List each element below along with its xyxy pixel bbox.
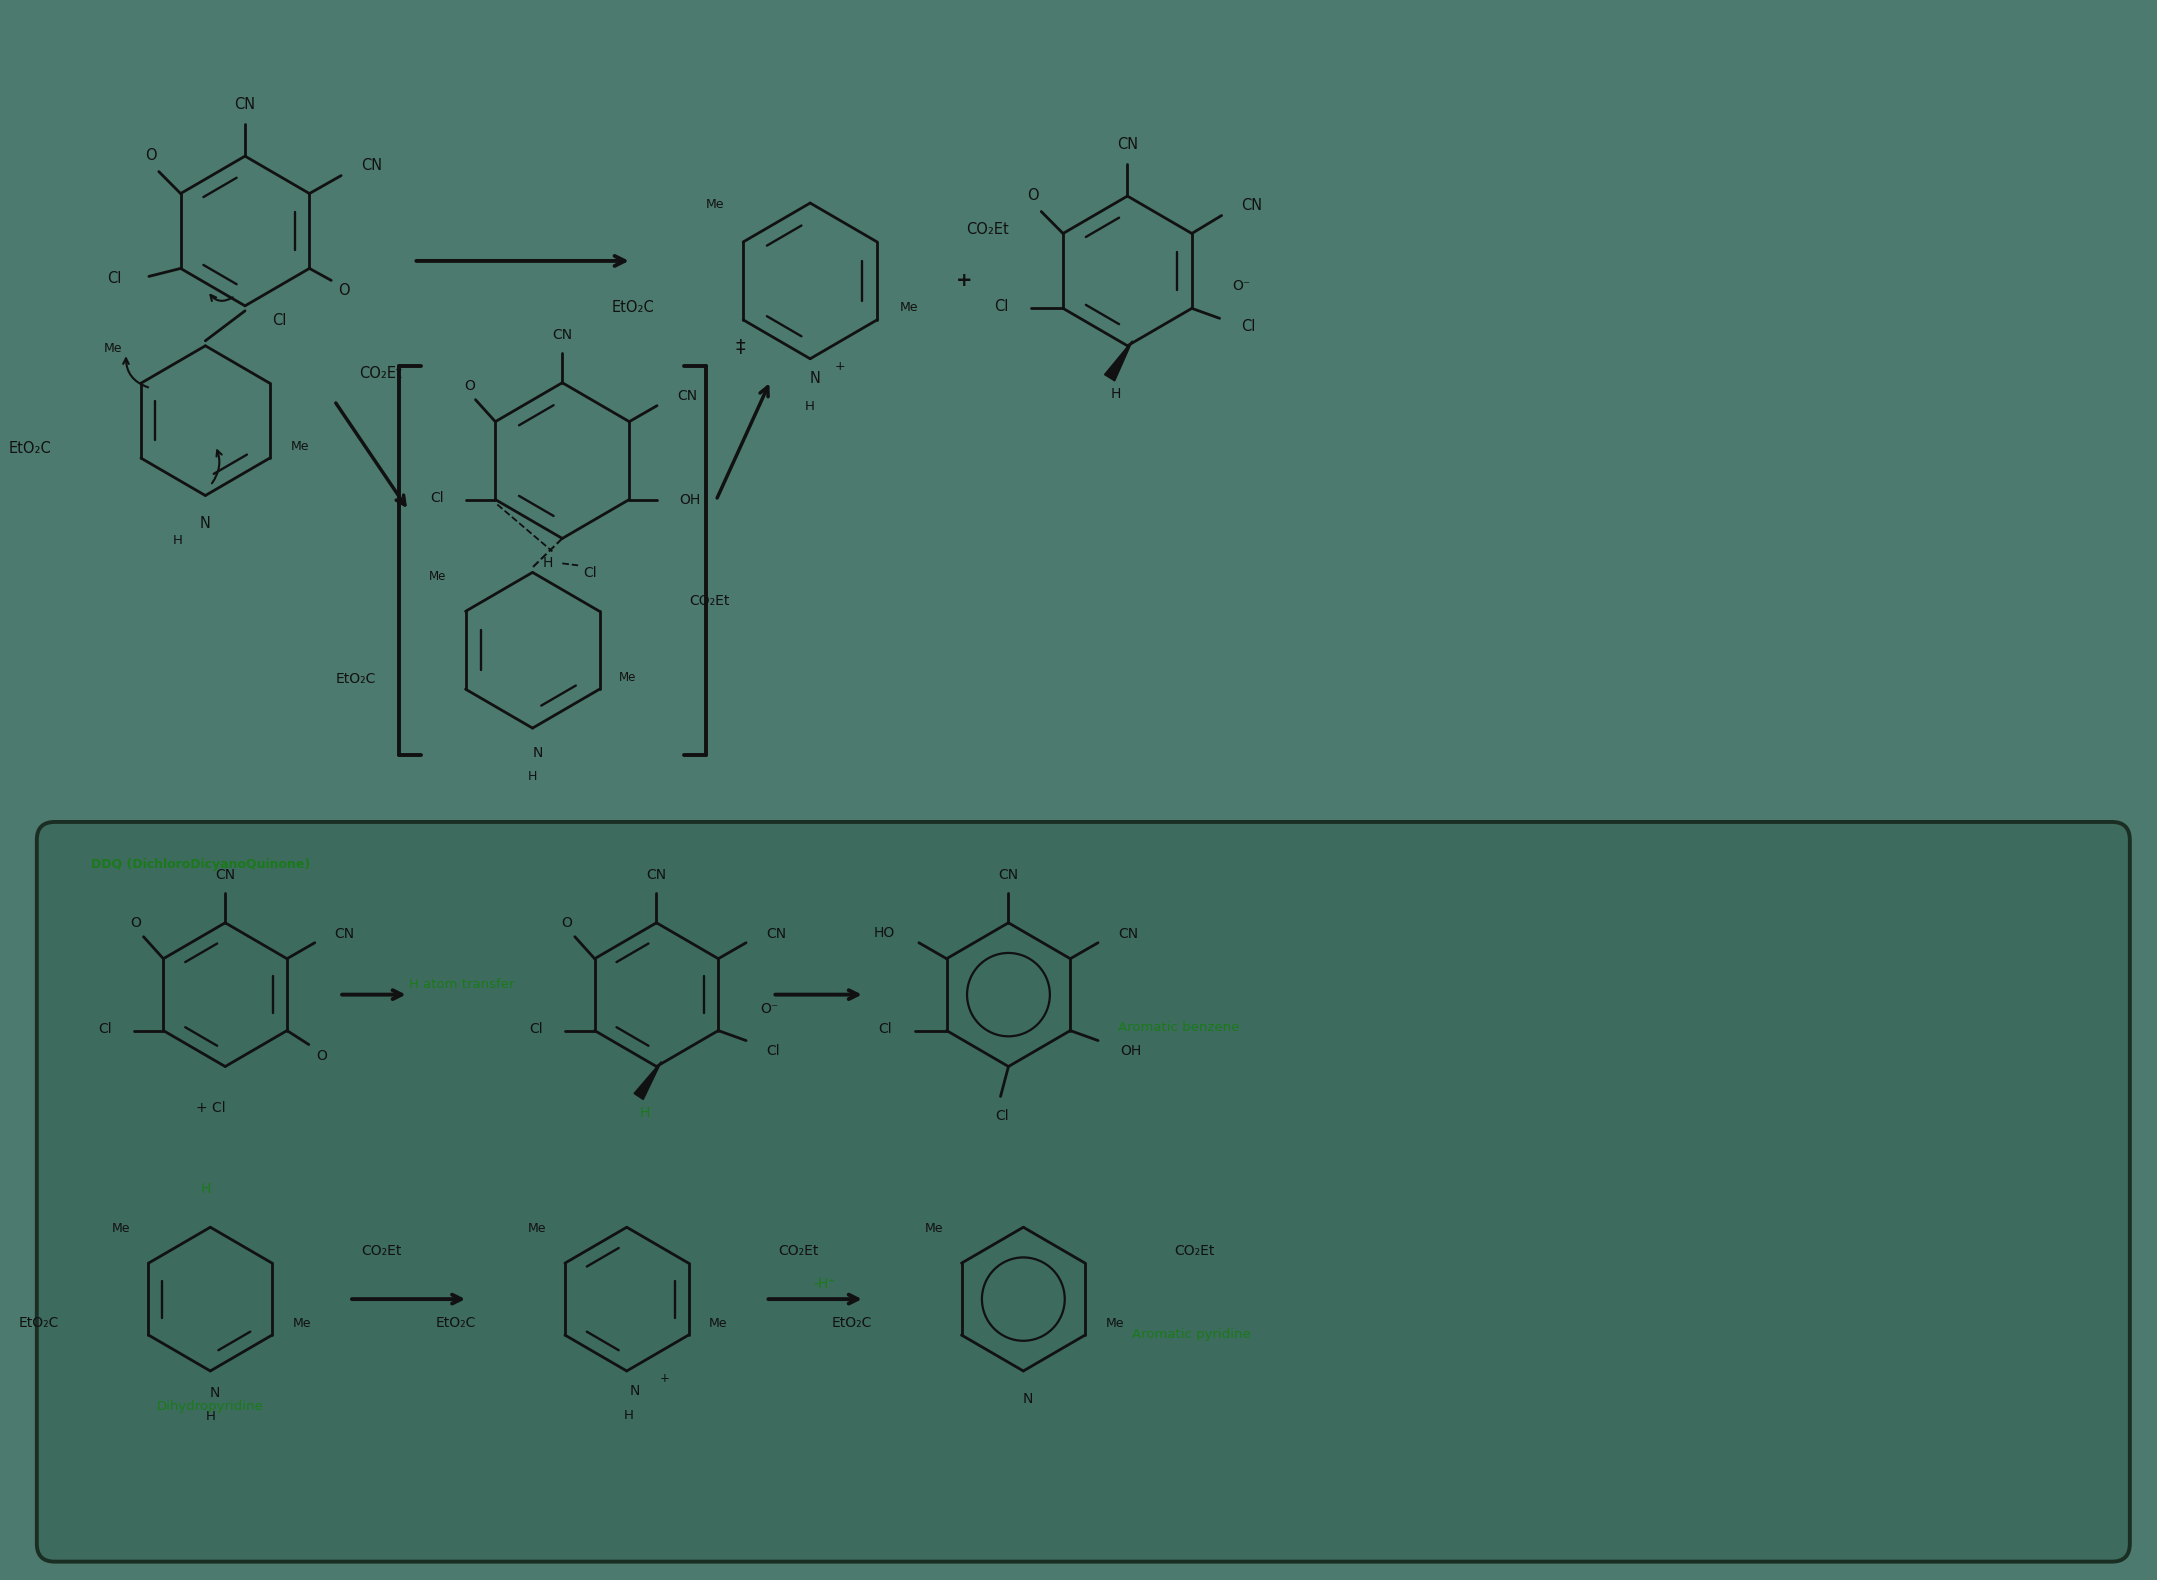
- Text: CN: CN: [334, 927, 354, 940]
- Text: Cl: Cl: [272, 313, 287, 329]
- Text: CN: CN: [235, 96, 255, 112]
- Text: N: N: [809, 371, 820, 386]
- Text: EtO₂C: EtO₂C: [9, 441, 52, 455]
- Text: Me: Me: [291, 439, 308, 452]
- Text: Cl: Cl: [766, 1043, 779, 1057]
- Text: Cl: Cl: [1242, 319, 1255, 333]
- Text: Me: Me: [528, 1221, 546, 1234]
- Text: O: O: [129, 916, 140, 929]
- Text: CN: CN: [1242, 198, 1262, 213]
- Text: Me: Me: [104, 341, 123, 356]
- Text: Cl: Cl: [878, 1022, 893, 1035]
- Text: H: H: [205, 1411, 216, 1424]
- Text: -H⁺: -H⁺: [813, 1277, 837, 1291]
- Text: O: O: [561, 916, 572, 929]
- Text: Me: Me: [899, 302, 919, 314]
- Text: EtO₂C: EtO₂C: [833, 1316, 871, 1330]
- Text: CO₂Et: CO₂Et: [779, 1243, 818, 1258]
- Text: Me: Me: [1107, 1316, 1124, 1329]
- Text: Cl: Cl: [429, 490, 444, 504]
- Text: CO₂Et: CO₂Et: [362, 1243, 401, 1258]
- Text: H: H: [1111, 387, 1122, 401]
- Text: EtO₂C: EtO₂C: [19, 1316, 58, 1330]
- Text: Me: Me: [925, 1221, 943, 1234]
- Text: DDQ (DichloroDicyanoQuinone): DDQ (DichloroDicyanoQuinone): [91, 858, 311, 871]
- Text: Aromatic pyridine: Aromatic pyridine: [1132, 1327, 1251, 1340]
- Text: CN: CN: [216, 867, 235, 882]
- Text: O: O: [464, 379, 475, 393]
- Text: O⁻: O⁻: [1232, 280, 1251, 294]
- Text: Me: Me: [705, 198, 725, 210]
- Text: Me: Me: [293, 1316, 311, 1329]
- Text: CN: CN: [647, 867, 667, 882]
- Text: H: H: [805, 400, 815, 414]
- Text: CN: CN: [360, 158, 382, 174]
- Text: +: +: [835, 360, 846, 373]
- Text: CN: CN: [1117, 136, 1139, 152]
- Text: +: +: [660, 1373, 669, 1386]
- Text: EtO₂C: EtO₂C: [610, 300, 654, 316]
- Text: +: +: [956, 272, 973, 291]
- Text: CN: CN: [552, 327, 572, 341]
- Text: CO₂Et: CO₂Et: [358, 365, 401, 381]
- Text: N: N: [209, 1386, 220, 1400]
- Text: H: H: [173, 534, 183, 547]
- Text: Cl: Cl: [528, 1022, 544, 1035]
- Text: N: N: [201, 517, 211, 531]
- Text: Cl: Cl: [106, 270, 121, 286]
- Text: Cl: Cl: [994, 299, 1009, 314]
- Text: Cl: Cl: [997, 1109, 1009, 1123]
- Text: H: H: [201, 1182, 211, 1196]
- FancyBboxPatch shape: [37, 822, 2129, 1561]
- Text: CO₂Et: CO₂Et: [1173, 1243, 1214, 1258]
- Text: OH: OH: [679, 493, 701, 507]
- Text: CO₂Et: CO₂Et: [688, 594, 729, 608]
- Text: O: O: [145, 149, 157, 163]
- Text: Aromatic benzene: Aromatic benzene: [1117, 1021, 1238, 1033]
- Text: CN: CN: [677, 389, 697, 403]
- Text: N: N: [533, 746, 544, 760]
- Text: Me: Me: [619, 670, 636, 684]
- Text: CN: CN: [1117, 927, 1139, 940]
- Text: Cl: Cl: [99, 1022, 112, 1035]
- Text: Me: Me: [112, 1221, 129, 1234]
- Text: N: N: [1022, 1392, 1033, 1406]
- Text: + Cl: + Cl: [196, 1101, 224, 1115]
- Text: H: H: [638, 1106, 649, 1120]
- Text: O: O: [339, 283, 349, 299]
- Text: Dihydropyridine: Dihydropyridine: [157, 1400, 263, 1414]
- Text: Me: Me: [429, 570, 446, 583]
- Text: HO: HO: [874, 926, 895, 940]
- Polygon shape: [1104, 341, 1132, 381]
- Text: EtO₂C: EtO₂C: [336, 672, 375, 686]
- Text: H: H: [528, 769, 537, 782]
- Text: H: H: [541, 556, 552, 570]
- Text: N: N: [630, 1384, 641, 1398]
- Text: O: O: [1027, 188, 1040, 204]
- Text: EtO₂C: EtO₂C: [436, 1316, 477, 1330]
- Text: H: H: [623, 1409, 634, 1422]
- Text: ‡: ‡: [736, 338, 746, 357]
- Text: Cl: Cl: [582, 566, 597, 580]
- Text: CN: CN: [766, 927, 785, 940]
- Text: O⁻: O⁻: [761, 1002, 779, 1016]
- Text: Me: Me: [710, 1316, 727, 1329]
- Text: OH: OH: [1119, 1043, 1141, 1057]
- Polygon shape: [634, 1062, 662, 1100]
- Text: H atom transfer: H atom transfer: [408, 978, 513, 991]
- Text: CN: CN: [999, 867, 1018, 882]
- Text: O: O: [317, 1049, 328, 1062]
- Text: CO₂Et: CO₂Et: [966, 223, 1009, 237]
